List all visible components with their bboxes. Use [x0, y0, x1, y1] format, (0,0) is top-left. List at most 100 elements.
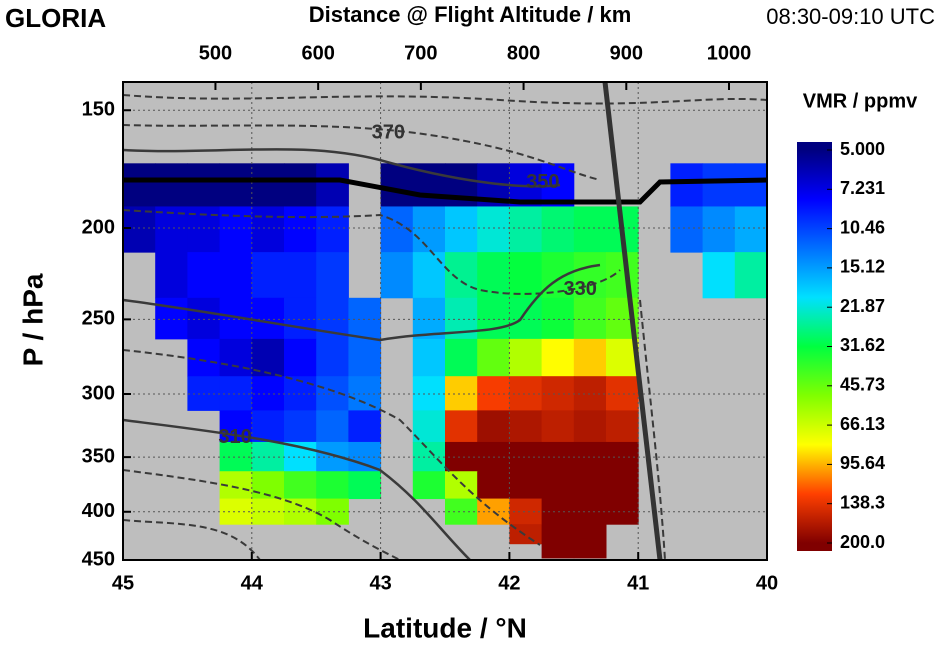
cell [670, 163, 704, 207]
cell [348, 297, 382, 340]
x2-tick-label: 700 [404, 42, 437, 64]
cell [477, 338, 510, 377]
cell [187, 163, 221, 207]
x-tick-label: 44 [241, 572, 264, 594]
colorbar-tick-label: 7.231 [840, 178, 885, 198]
cell [316, 410, 349, 443]
y-tick-label: 250 [82, 308, 115, 330]
cell [412, 338, 446, 377]
cell [155, 252, 188, 299]
cell [348, 471, 382, 500]
cell [284, 471, 317, 500]
contour-label: 350 [526, 171, 559, 193]
cell [219, 498, 253, 525]
x-tick-label: 41 [627, 572, 649, 594]
cell [606, 410, 639, 443]
colorbar-tick-label: 31.62 [840, 335, 885, 355]
cell [284, 410, 317, 443]
cell [219, 376, 253, 411]
cell [155, 163, 188, 207]
cell [348, 338, 382, 377]
cell [219, 338, 253, 377]
cell [477, 297, 510, 340]
cell [445, 410, 478, 443]
title: GLORIA [5, 3, 106, 33]
y-tick-label: 200 [82, 216, 115, 238]
axes: 45 44 43 42 41 40 500 600 700 800 900 1000 150 200 250… [82, 42, 885, 594]
cell [316, 471, 349, 500]
cell [316, 206, 349, 253]
cell [187, 338, 221, 377]
cell [445, 338, 478, 377]
cell [445, 441, 478, 472]
cell [670, 206, 704, 253]
cell [541, 206, 575, 253]
cell [573, 252, 607, 299]
cell [541, 410, 575, 443]
colorbar-tick-label: 21.87 [840, 296, 885, 316]
cell [509, 297, 543, 340]
colorbar-tick-label: 138.3 [840, 492, 885, 512]
colorbar-tick-label: 15.12 [840, 257, 885, 277]
cell [380, 163, 414, 207]
cell [445, 376, 478, 411]
cell [477, 206, 510, 253]
cell [251, 410, 285, 443]
x-tick-label: 43 [369, 572, 391, 594]
cell [573, 543, 607, 559]
y-label: P / hPa [17, 273, 48, 366]
cell [348, 410, 382, 443]
cell [316, 252, 349, 299]
cell [445, 252, 478, 299]
cell [573, 471, 607, 500]
cell [541, 338, 575, 377]
cell [509, 206, 543, 253]
cell [702, 163, 736, 207]
x2-tick-label: 600 [301, 42, 334, 64]
cell [509, 252, 543, 299]
cell [123, 206, 156, 253]
cell [412, 206, 446, 253]
x2-label: Distance @ Flight Altitude / km [309, 2, 632, 27]
cell [606, 471, 639, 500]
x-label: Latitude / °N [363, 612, 527, 643]
cell [734, 252, 767, 299]
cell [477, 471, 510, 500]
x-tick-label: 45 [112, 572, 134, 594]
cell [251, 206, 285, 253]
x2-tick-label: 1000 [707, 42, 752, 64]
contour-label: 370 [372, 121, 405, 143]
cell [284, 252, 317, 299]
grid [123, 82, 767, 560]
x2-tick-label: 500 [199, 42, 232, 64]
cell [445, 498, 478, 525]
colorbar-fill [797, 150, 832, 543]
cell [412, 252, 446, 299]
cell [509, 410, 543, 443]
cell [573, 410, 607, 443]
cell [219, 441, 253, 472]
cell [284, 206, 317, 253]
cell [573, 297, 607, 340]
contour-label: 330 [564, 278, 597, 300]
cell [251, 297, 285, 340]
cell [284, 163, 317, 207]
cell [187, 252, 221, 299]
x2-tick-label: 800 [507, 42, 540, 64]
cell [412, 410, 446, 443]
cell [541, 524, 575, 545]
cell [477, 410, 510, 443]
cell [509, 524, 543, 545]
cell [284, 297, 317, 340]
cell [509, 471, 543, 500]
colorbar-tick-label: 5.000 [840, 139, 885, 159]
cell [219, 252, 253, 299]
cell [187, 297, 221, 340]
cell [251, 163, 285, 207]
colorbar-tick-label: 10.46 [840, 217, 885, 237]
cell [251, 252, 285, 299]
contour-label: 310 [218, 426, 251, 448]
cell [606, 252, 639, 299]
cell [573, 338, 607, 377]
